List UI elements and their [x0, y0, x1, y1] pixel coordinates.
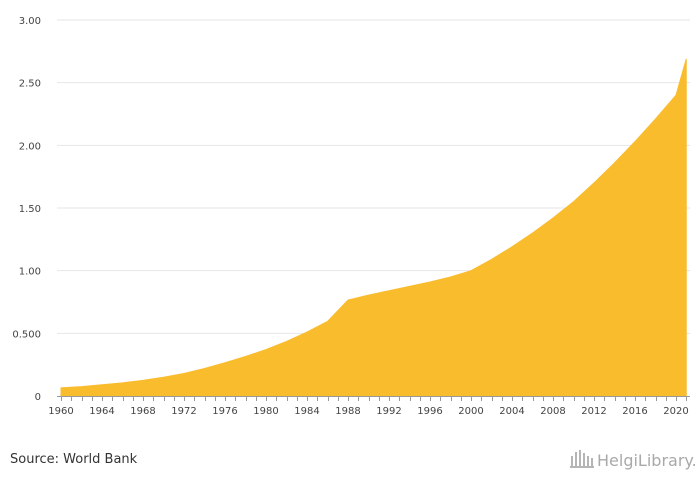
y-tick-label: 2.00: [19, 141, 41, 152]
x-tick-label: 1980: [253, 406, 278, 417]
x-tick-label: 1988: [335, 406, 360, 417]
area-series: [60, 58, 687, 397]
x-tick-label: 1960: [48, 406, 73, 417]
helgi-library-logo: HelgiLibrary.: [570, 450, 697, 470]
x-tick-label: 1972: [171, 406, 196, 417]
y-tick-label: 2.50: [19, 79, 41, 90]
y-tick-label: 3.00: [19, 16, 41, 27]
y-tick-label: 0.500: [12, 329, 41, 340]
x-tick-label: 2000: [458, 406, 483, 417]
x-tick-label: 2012: [581, 406, 606, 417]
x-tick-label: 2020: [663, 406, 688, 417]
y-tick-label: 1.00: [19, 267, 41, 278]
x-axis: [57, 396, 690, 401]
y-tick-label: 1.50: [19, 204, 41, 215]
logo-text: HelgiLibrary.: [597, 451, 697, 470]
x-axis-labels: 1960 1964 1968 1972 1976 1980 1984 1988 1992 1996…: [48, 406, 688, 417]
area-value: [60, 58, 687, 397]
x-tick-label: 1992: [376, 406, 401, 417]
source-label: Source: World Bank: [10, 452, 138, 467]
x-tick-label: 1964: [89, 406, 114, 417]
library-building-icon: [570, 450, 594, 468]
y-tick-label: 0: [35, 392, 41, 403]
x-tick-label: 2008: [540, 406, 565, 417]
x-tick-label: 1996: [417, 406, 442, 417]
x-tick-label: 2004: [499, 406, 524, 417]
x-tick-label: 1984: [294, 406, 319, 417]
x-tick-label: 2016: [622, 406, 647, 417]
x-tick-label: 1968: [130, 406, 155, 417]
x-tick-label: 1976: [212, 406, 237, 417]
y-axis-labels: 0 0.500 1.00 1.50 2.00 2.50 3.00: [12, 16, 41, 403]
